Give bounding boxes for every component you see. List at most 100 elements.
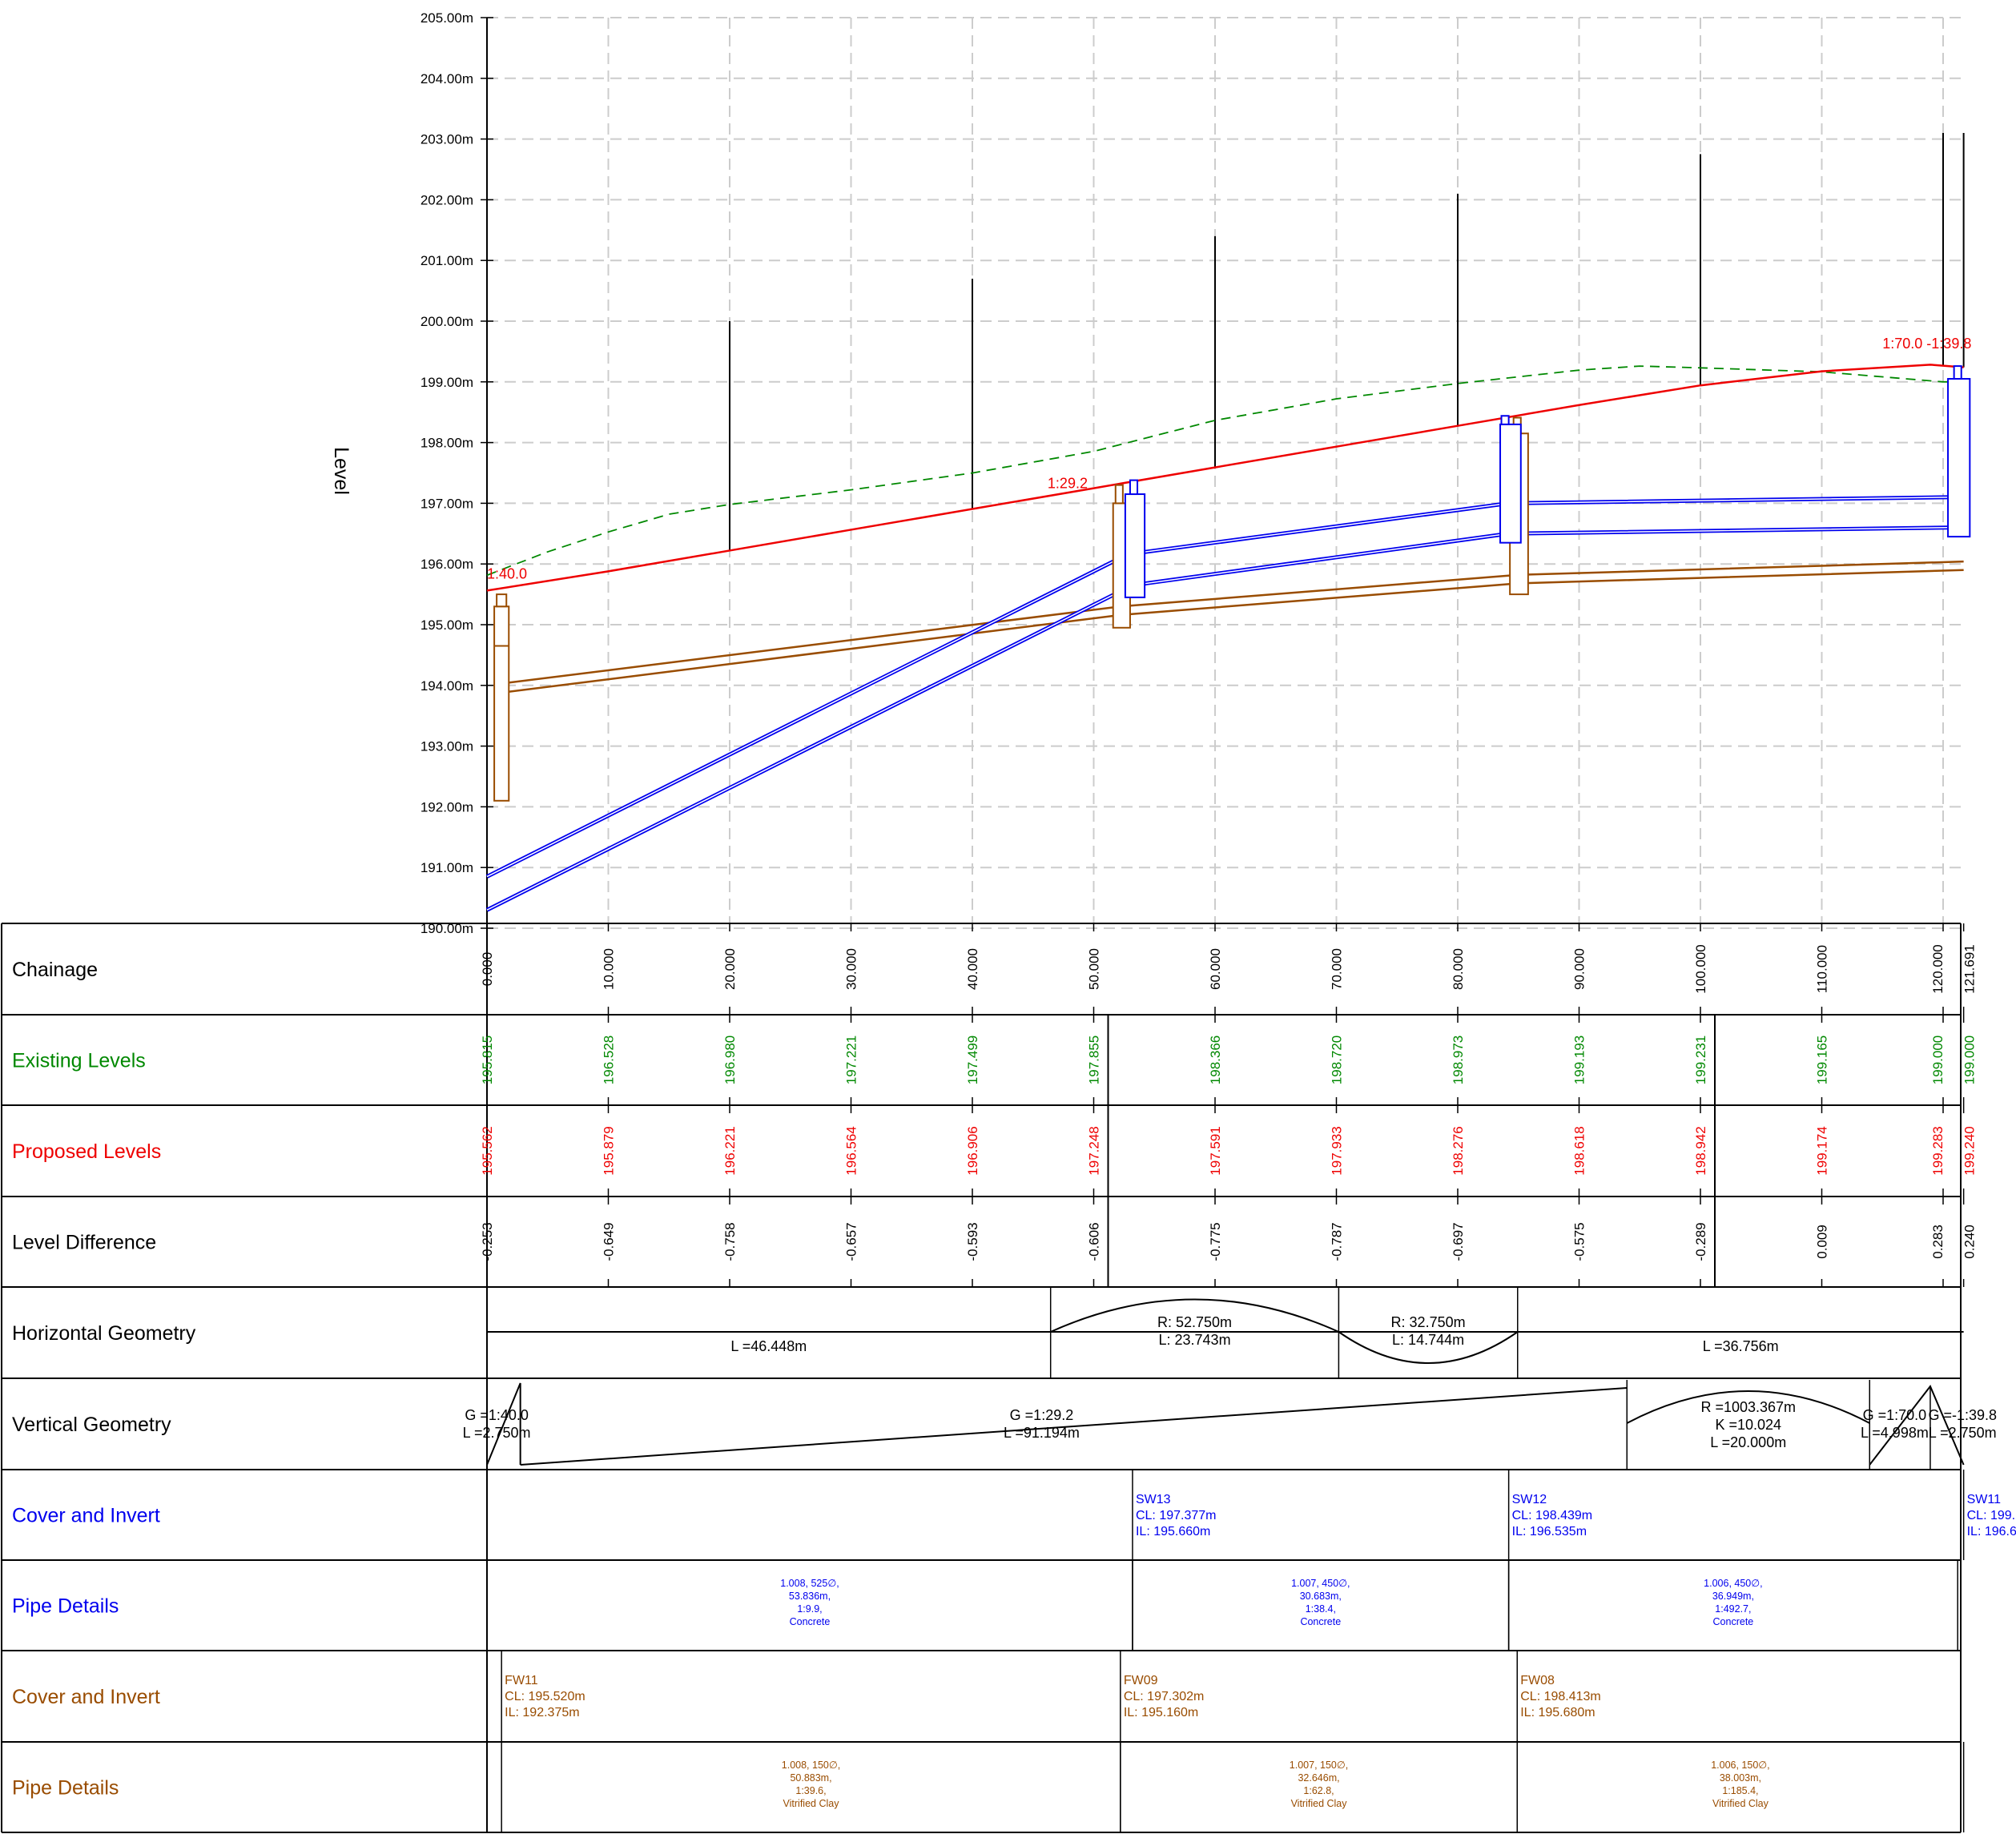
- pipe-detail-line: 1.006, 450∅,: [1704, 1578, 1762, 1589]
- pipe-detail-line: 50.883m,: [790, 1772, 831, 1784]
- y-tick-label: 200.00m: [421, 314, 473, 329]
- invert-level: IL: 196.535m: [1512, 1525, 1587, 1538]
- manholes: [493, 365, 1971, 802]
- proposed-value: 195.879: [602, 1126, 617, 1175]
- row-label-pipes_brown: Pipe Details: [12, 1777, 119, 1800]
- proposed-value: 195.562: [480, 1126, 495, 1175]
- proposed-value: 196.906: [965, 1126, 980, 1175]
- existing-value: 199.000: [1962, 1036, 1978, 1084]
- existing-value: 197.855: [1087, 1036, 1102, 1084]
- proposed-value: 199.174: [1815, 1126, 1830, 1175]
- existing-value: 197.499: [965, 1036, 980, 1084]
- row-label-chainage: Chainage: [12, 959, 98, 981]
- level-axis-label: Level: [330, 447, 352, 495]
- row-label-existing: Existing Levels: [12, 1050, 146, 1072]
- difference-value: -0.775: [1208, 1222, 1223, 1261]
- manhole-sw12-cover: [1500, 415, 1510, 425]
- y-tick-label: 194.00m: [421, 678, 473, 694]
- y-tick-label: 190.00m: [421, 921, 473, 936]
- vertical-length: L =91.194m: [1004, 1425, 1080, 1441]
- manhole-sw11-cover: [1953, 365, 1962, 380]
- storm-pipe-soffit-core: [486, 497, 1949, 878]
- level-axis: 205.00m 204.00m 203.00m 202.00m 201.00m 200.0…: [421, 10, 493, 936]
- existing-value: 199.193: [1572, 1036, 1587, 1084]
- proposed-value: 198.618: [1572, 1126, 1587, 1175]
- cover-level: CL: 197.377m: [1136, 1509, 1217, 1522]
- vertical-grade-line: [520, 1387, 1628, 1466]
- difference-value: -0.575: [1572, 1222, 1587, 1261]
- vertical-length: L =20.000m: [1710, 1434, 1786, 1450]
- y-tick-label: 195.00m: [421, 617, 473, 633]
- storm-pipe-run: [485, 495, 1949, 912]
- existing-value: 198.720: [1330, 1036, 1345, 1084]
- pipe-detail-line: 1.008, 150∅,: [782, 1760, 840, 1771]
- pipe-detail-line: 38.003m,: [1720, 1772, 1761, 1784]
- chainage-value: 10.000: [602, 948, 617, 990]
- existing-value: 198.366: [1208, 1036, 1223, 1084]
- cover-level: CL: 198.413m: [1520, 1690, 1601, 1703]
- proposed-value: 196.564: [844, 1126, 859, 1175]
- vertical-grade: G =1:70.0: [1863, 1407, 1927, 1423]
- vertical-grade: G =1:29.2: [1010, 1407, 1074, 1423]
- pipe-detail-line: 1.007, 150∅,: [1290, 1760, 1348, 1771]
- existing-value: 199.231: [1693, 1036, 1708, 1084]
- chainage-value: 70.000: [1330, 948, 1345, 990]
- row-label-vertical: Vertical Geometry: [12, 1414, 171, 1436]
- pipe-detail-line: 30.683m,: [1300, 1591, 1342, 1602]
- grid-lines: [487, 17, 1964, 929]
- chainage-markers: [729, 133, 1965, 551]
- pipe-detail-line: 1.007, 450∅,: [1291, 1578, 1350, 1589]
- y-tick-label: 201.00m: [421, 253, 473, 268]
- existing-value: 198.973: [1451, 1036, 1466, 1084]
- pipe-detail-line: 1:38.4,: [1306, 1603, 1336, 1615]
- difference-value: 0.283: [1930, 1225, 1946, 1259]
- pipe-detail-line: Concrete: [1300, 1616, 1341, 1627]
- cover-name: SW11: [1967, 1493, 2001, 1506]
- proposed-value: 197.248: [1087, 1126, 1102, 1175]
- difference-value: 0.009: [1815, 1225, 1830, 1259]
- chainage-value: 0.000: [480, 952, 495, 987]
- y-tick-label: 197.00m: [421, 496, 473, 511]
- difference-value: -0.758: [722, 1222, 738, 1261]
- y-tick-label: 199.00m: [421, 375, 473, 390]
- row-label-proposed: Proposed Levels: [12, 1140, 161, 1163]
- row-label-cover_blue: Cover and Invert: [12, 1505, 160, 1527]
- cover-level: CL: 198.439m: [1512, 1509, 1593, 1522]
- invert-level: IL: 195.680m: [1520, 1706, 1595, 1719]
- pipe-detail-line: Vitrified Clay: [1712, 1798, 1769, 1809]
- horizontal-curve: [1338, 1331, 1519, 1364]
- difference-value: -0.289: [1693, 1222, 1708, 1261]
- pipe-detail-line: 1:492.7,: [1715, 1603, 1751, 1615]
- pipe-detail-line: 1:62.8,: [1303, 1785, 1334, 1796]
- foul-pipe-invert: [501, 569, 1964, 694]
- cover-level: CL: 197.302m: [1124, 1690, 1205, 1703]
- proposed-value: 198.276: [1451, 1126, 1466, 1175]
- pipe-detail-line: 36.949m,: [1712, 1591, 1754, 1602]
- pipe-detail-line: 1:39.6,: [795, 1785, 826, 1796]
- proposed-value: 197.933: [1330, 1126, 1345, 1175]
- manhole-sw13: [1124, 493, 1146, 598]
- horizontal-arc-length: L: 23.743m: [1159, 1332, 1231, 1348]
- horizontal-arc-length: L: 14.744m: [1392, 1332, 1464, 1348]
- difference-value: -0.606: [1087, 1222, 1102, 1261]
- difference-value: -0.253: [480, 1222, 495, 1261]
- existing-value: 196.980: [722, 1036, 738, 1084]
- chainage-value: 120.000: [1930, 944, 1946, 993]
- y-tick-label: 192.00m: [421, 799, 473, 814]
- manhole-fw11: [493, 605, 510, 802]
- storm-pipe-invert: [485, 525, 1949, 912]
- row-label-pipes_blue: Pipe Details: [12, 1595, 119, 1618]
- manhole-sw11: [1947, 378, 1971, 538]
- horizontal-radius: R: 32.750m: [1391, 1314, 1466, 1330]
- horizontal-length: L =46.448m: [730, 1338, 807, 1354]
- existing-ground-line: [486, 365, 1964, 577]
- proposed-value: 198.942: [1693, 1126, 1708, 1175]
- invert-level: IL: 195.160m: [1124, 1706, 1198, 1719]
- proposed-value: 196.221: [722, 1126, 738, 1175]
- cover-name: FW08: [1520, 1674, 1555, 1687]
- storm-pipe-invert-core: [486, 526, 1949, 911]
- grade-label: 1:29.2: [1048, 475, 1088, 491]
- cover-level: CL: 199.26: [1967, 1509, 2016, 1522]
- proposed-levels-polyline: [486, 364, 1964, 592]
